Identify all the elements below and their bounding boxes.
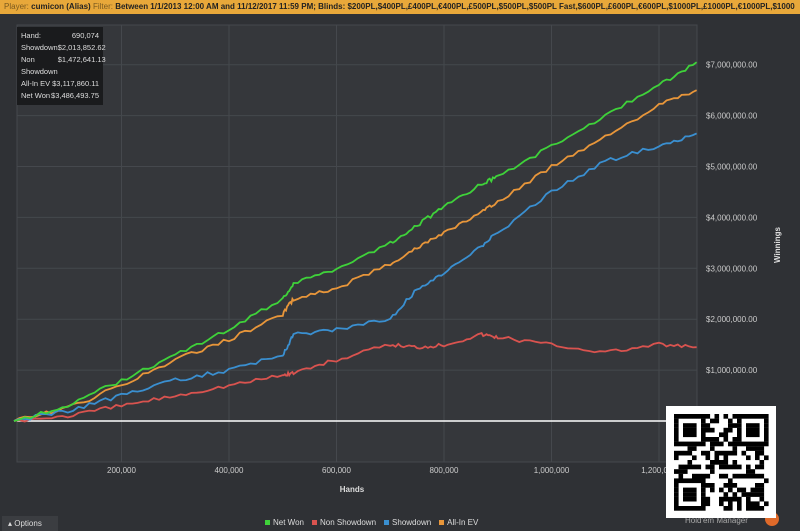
legend-label: Non Showdown bbox=[319, 518, 377, 527]
legend-item-non-showdown[interactable]: Non Showdown bbox=[311, 518, 377, 527]
y-tick-label: $2,000,000.00 bbox=[706, 315, 758, 324]
qr-code-icon bbox=[674, 414, 769, 511]
stat-label: Hand: bbox=[21, 31, 42, 40]
series-line-net-won bbox=[13, 61, 698, 422]
stat-label: Non Showdown bbox=[21, 55, 58, 76]
stat-value: $1,472,641.13 bbox=[57, 55, 106, 64]
x-tick-label: 600,000 bbox=[322, 466, 351, 475]
stat-row: Non Showdown $1,472,641.13 bbox=[21, 54, 106, 78]
x-tick-label: 800,000 bbox=[430, 466, 459, 475]
stats-tooltip: Hand: 690,074 Showdown $2,013,852.62 Non S… bbox=[17, 27, 106, 105]
filter-label: Filter: bbox=[92, 2, 113, 11]
player-name: cumicon (Alias) bbox=[31, 2, 91, 11]
x-tick-label: 1,000,000 bbox=[534, 466, 570, 475]
options-label: Options bbox=[14, 519, 42, 528]
y-axis-label: Winnings bbox=[773, 226, 782, 262]
legend-label: All-In EV bbox=[447, 518, 479, 527]
y-tick-label: $1,000,000.00 bbox=[706, 366, 758, 375]
stat-row: All-In EV $3,117,860.11 bbox=[21, 78, 99, 90]
legend-item-net-won[interactable]: Net Won bbox=[265, 518, 304, 527]
stat-value: $3,486,493.75 bbox=[51, 91, 99, 100]
y-tick-label: $6,000,000.00 bbox=[706, 112, 758, 121]
stat-value: $3,117,860.11 bbox=[52, 79, 99, 88]
filter-text: Between 1/1/2013 12:00 AM and 11/12/2017… bbox=[115, 2, 795, 11]
filter-bar[interactable]: Player: cumicon (Alias) Filter: Between … bbox=[0, 0, 800, 14]
y-tick-label: $3,000,000.00 bbox=[706, 264, 758, 273]
series-line-non-showdown bbox=[13, 332, 697, 423]
legend-label: Net Won bbox=[273, 518, 304, 527]
y-tick-label: $5,000,000.00 bbox=[706, 163, 758, 172]
options-button[interactable]: ▴ Options bbox=[2, 516, 58, 531]
chart-legend: Net Won Non Showdown Showdown All-In EV bbox=[265, 518, 478, 527]
stat-value: 690,074 bbox=[71, 31, 99, 40]
x-tick-label: 200,000 bbox=[107, 466, 136, 475]
stat-label: All-In EV bbox=[21, 79, 51, 88]
y-tick-label: $4,000,000.00 bbox=[706, 213, 758, 222]
y-tick-label: $7,000,000.00 bbox=[706, 61, 758, 70]
plot-area bbox=[16, 24, 698, 463]
x-tick-label: 400,000 bbox=[215, 466, 244, 475]
stat-label: Showdown bbox=[21, 43, 58, 52]
legend-label: Showdown bbox=[392, 518, 432, 527]
stat-row: Hand: 690,074 bbox=[21, 30, 99, 42]
series-line-all-in-ev bbox=[13, 89, 698, 422]
player-label: Player: bbox=[4, 2, 29, 11]
x-axis-label: Hands bbox=[340, 485, 365, 494]
stat-value: $2,013,852.62 bbox=[57, 43, 106, 52]
stat-row: Net Won $3,486,493.75 bbox=[21, 90, 99, 102]
legend-item-all-in-ev[interactable]: All-In EV bbox=[439, 518, 478, 527]
qr-code-overlay bbox=[666, 406, 776, 518]
stat-label: Net Won bbox=[21, 91, 51, 100]
series-line-showdown bbox=[13, 132, 697, 422]
stat-row: Showdown $2,013,852.62 bbox=[21, 42, 106, 54]
brand-text: Hold'em Manager bbox=[685, 516, 748, 525]
legend-item-showdown[interactable]: Showdown bbox=[384, 518, 431, 527]
x-tick-label: 1,200,000 bbox=[641, 466, 677, 475]
